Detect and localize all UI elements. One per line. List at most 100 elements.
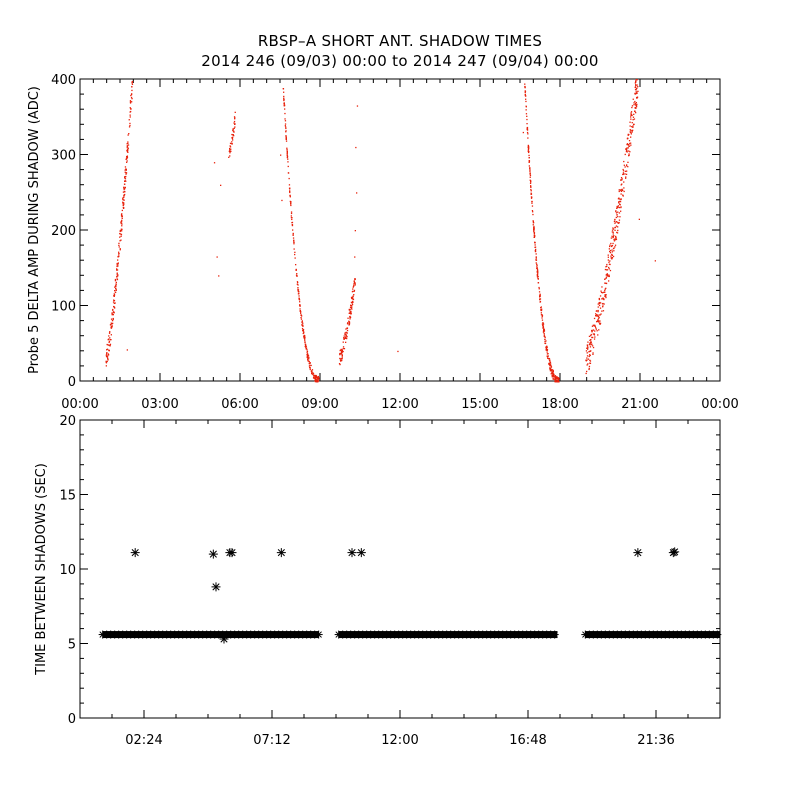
delta-amp-point — [553, 374, 555, 376]
delta-amp-point — [529, 169, 531, 171]
delta-amp-point — [118, 255, 120, 257]
delta-amp-point — [607, 256, 609, 258]
delta-amp-point — [597, 309, 599, 312]
delta-amp-point — [113, 295, 115, 297]
delta-amp-point — [608, 261, 610, 263]
delta-amp-point — [303, 337, 305, 339]
delta-amp-point — [630, 116, 632, 118]
delta-amp-point — [638, 218, 640, 220]
delta-amp-point — [286, 155, 289, 157]
delta-amp-point — [611, 254, 613, 256]
delta-amp-point — [232, 128, 234, 130]
delta-amp-point — [315, 375, 317, 377]
delta-amp-point — [348, 321, 351, 323]
delta-amp-point — [286, 154, 288, 156]
delta-amp-point — [585, 372, 587, 375]
delta-amp-point — [124, 166, 127, 168]
delta-amp-point — [536, 268, 539, 271]
delta-amp-point — [306, 351, 308, 353]
delta-amp-point — [551, 372, 553, 374]
delta-amp-point — [596, 320, 599, 323]
delta-amp-point — [615, 210, 617, 213]
delta-amp-point — [613, 220, 616, 223]
delta-amp-point — [341, 355, 343, 357]
delta-amp-point — [126, 145, 128, 147]
delta-amp-point — [529, 174, 532, 177]
delta-amp-point — [309, 367, 311, 369]
delta-amp-point — [602, 292, 604, 294]
delta-amp-point — [623, 181, 625, 183]
delta-amp-point — [120, 239, 122, 241]
delta-amp-point — [588, 365, 591, 368]
delta-amp-point — [596, 330, 598, 332]
delta-amp-point — [356, 105, 359, 107]
delta-amp-point — [280, 154, 282, 156]
delta-amp-point — [127, 141, 129, 143]
delta-amp-point — [318, 378, 320, 380]
delta-amp-point — [614, 239, 616, 241]
delta-amp-point — [314, 376, 316, 378]
delta-amp-point — [286, 147, 288, 149]
delta-amp-point — [629, 121, 631, 123]
delta-amp-point — [541, 317, 543, 319]
delta-amp-point — [525, 95, 527, 97]
delta-amp-point — [631, 130, 633, 132]
delta-amp-point — [117, 265, 119, 267]
delta-amp-point — [540, 309, 542, 311]
delta-amp-point — [552, 371, 554, 373]
delta-amp-point — [595, 313, 597, 315]
delta-amp-point — [114, 286, 116, 288]
delta-amp-point — [534, 249, 536, 252]
delta-amp-point — [300, 317, 302, 319]
delta-amp-point — [339, 363, 341, 366]
delta-amp-point — [635, 107, 637, 109]
delta-amp-point — [297, 281, 299, 284]
delta-amp-point — [588, 368, 590, 371]
delta-amp-point — [313, 376, 315, 379]
delta-amp-point — [531, 196, 533, 198]
delta-amp-point — [545, 349, 548, 351]
delta-amp-point — [346, 329, 349, 332]
delta-amp-point — [598, 321, 600, 323]
delta-amp-point — [632, 116, 635, 118]
delta-amp-point — [620, 179, 622, 181]
delta-amp-point — [297, 293, 300, 295]
delta-amp-point — [106, 356, 108, 358]
delta-amp-point — [536, 270, 539, 272]
delta-amp-point — [530, 181, 532, 183]
delta-amp-point — [352, 288, 354, 290]
delta-amp-point — [611, 251, 613, 253]
delta-amp-point — [601, 310, 603, 312]
delta-amp-point — [310, 370, 313, 372]
delta-amp-point — [533, 236, 535, 238]
delta-amp-point — [618, 201, 620, 203]
delta-amp-point — [118, 251, 120, 253]
delta-amp-point — [605, 277, 607, 279]
delta-amp-point — [124, 183, 126, 185]
delta-amp-point — [592, 329, 595, 331]
delta-amp-point — [587, 358, 590, 360]
delta-amp-point — [131, 98, 133, 100]
delta-amp-point — [615, 221, 617, 223]
delta-amp-point — [233, 120, 236, 123]
delta-amp-point — [615, 225, 618, 227]
delta-amp-point — [122, 204, 124, 206]
delta-amp-point — [595, 327, 597, 329]
delta-amp-point — [112, 322, 114, 324]
delta-amp-point — [344, 337, 346, 339]
delta-amp-point — [287, 172, 290, 174]
delta-amp-point — [122, 191, 125, 193]
delta-amp-point — [605, 266, 607, 268]
delta-amp-point — [529, 170, 531, 172]
delta-amp-point — [339, 349, 341, 352]
delta-amp-point — [123, 194, 125, 196]
delta-amp-point — [598, 320, 600, 322]
delta-amp-point — [550, 365, 552, 367]
delta-amp-point — [314, 374, 316, 377]
delta-amp-point — [114, 290, 116, 292]
delta-amp-point — [116, 269, 119, 271]
delta-amp-point — [627, 147, 629, 149]
time-between-shadows-panel-frame — [79, 419, 721, 719]
delta-amp-point — [636, 96, 639, 98]
delta-amp-point — [229, 145, 231, 147]
